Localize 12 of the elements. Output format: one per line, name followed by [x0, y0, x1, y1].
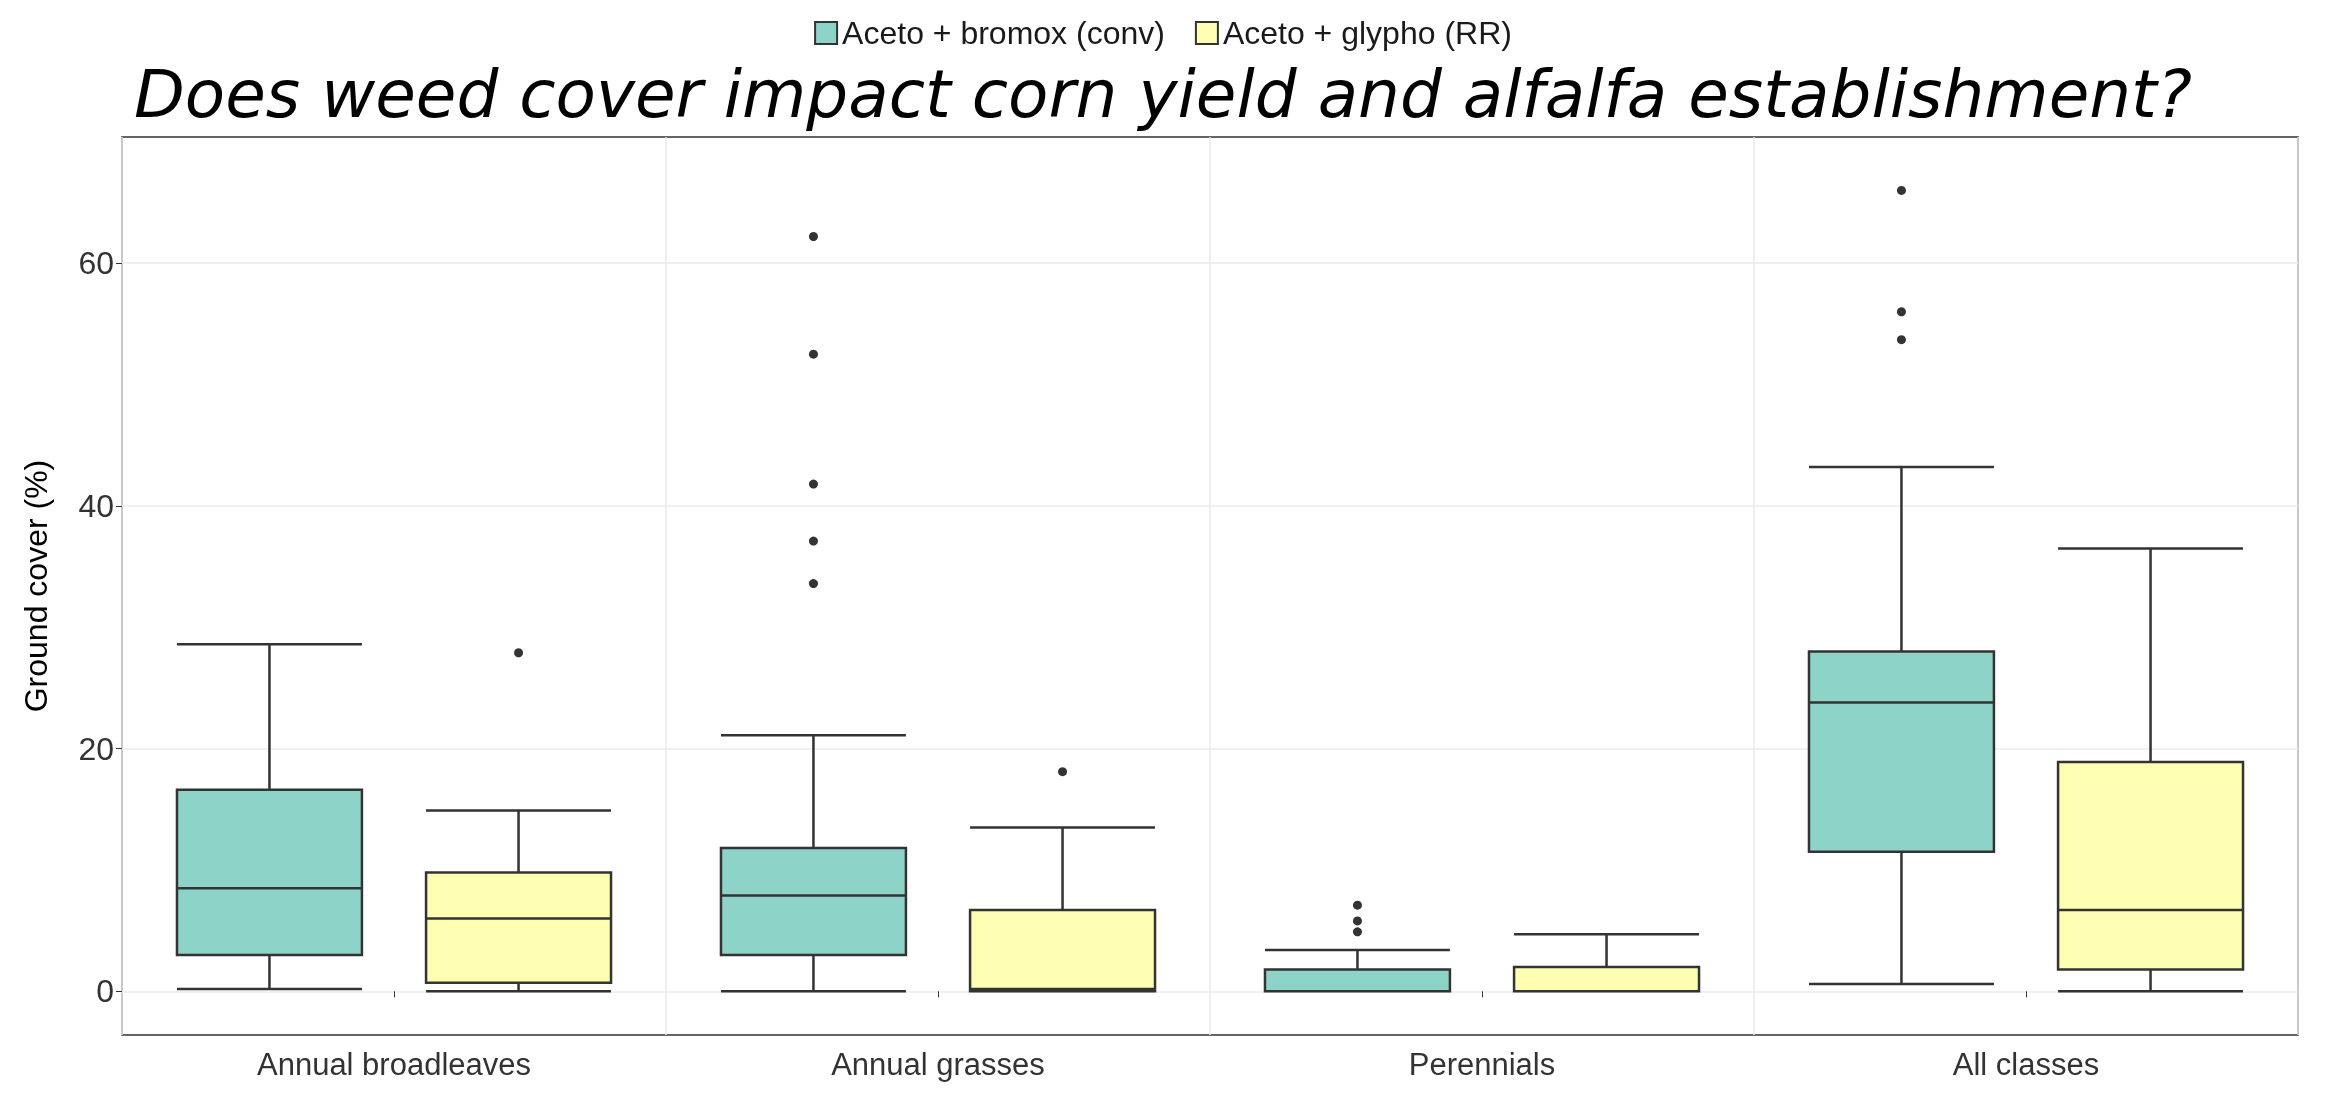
y-tick-label: 20 — [78, 730, 114, 767]
legend-label: Aceto + bromox (conv) — [842, 15, 1165, 51]
x-tick-label: Annual broadleaves — [256, 1047, 532, 1082]
y-tick-label: 40 — [78, 487, 114, 524]
y-tick-label: 60 — [78, 245, 114, 282]
x-tick-label: All classes — [1952, 1047, 2100, 1082]
y-tick-label: 0 — [96, 973, 114, 1010]
x-tick-label: Annual grasses — [831, 1047, 1045, 1082]
x-tick-label: Perennials — [1408, 1047, 1556, 1082]
y-axis-title: Ground cover (%) — [18, 459, 54, 713]
legend-label: Aceto + glypho (RR) — [1222, 15, 1512, 51]
chart-title: Does weed cover impact corn yield and alfalfa establishment? — [134, 55, 2192, 133]
